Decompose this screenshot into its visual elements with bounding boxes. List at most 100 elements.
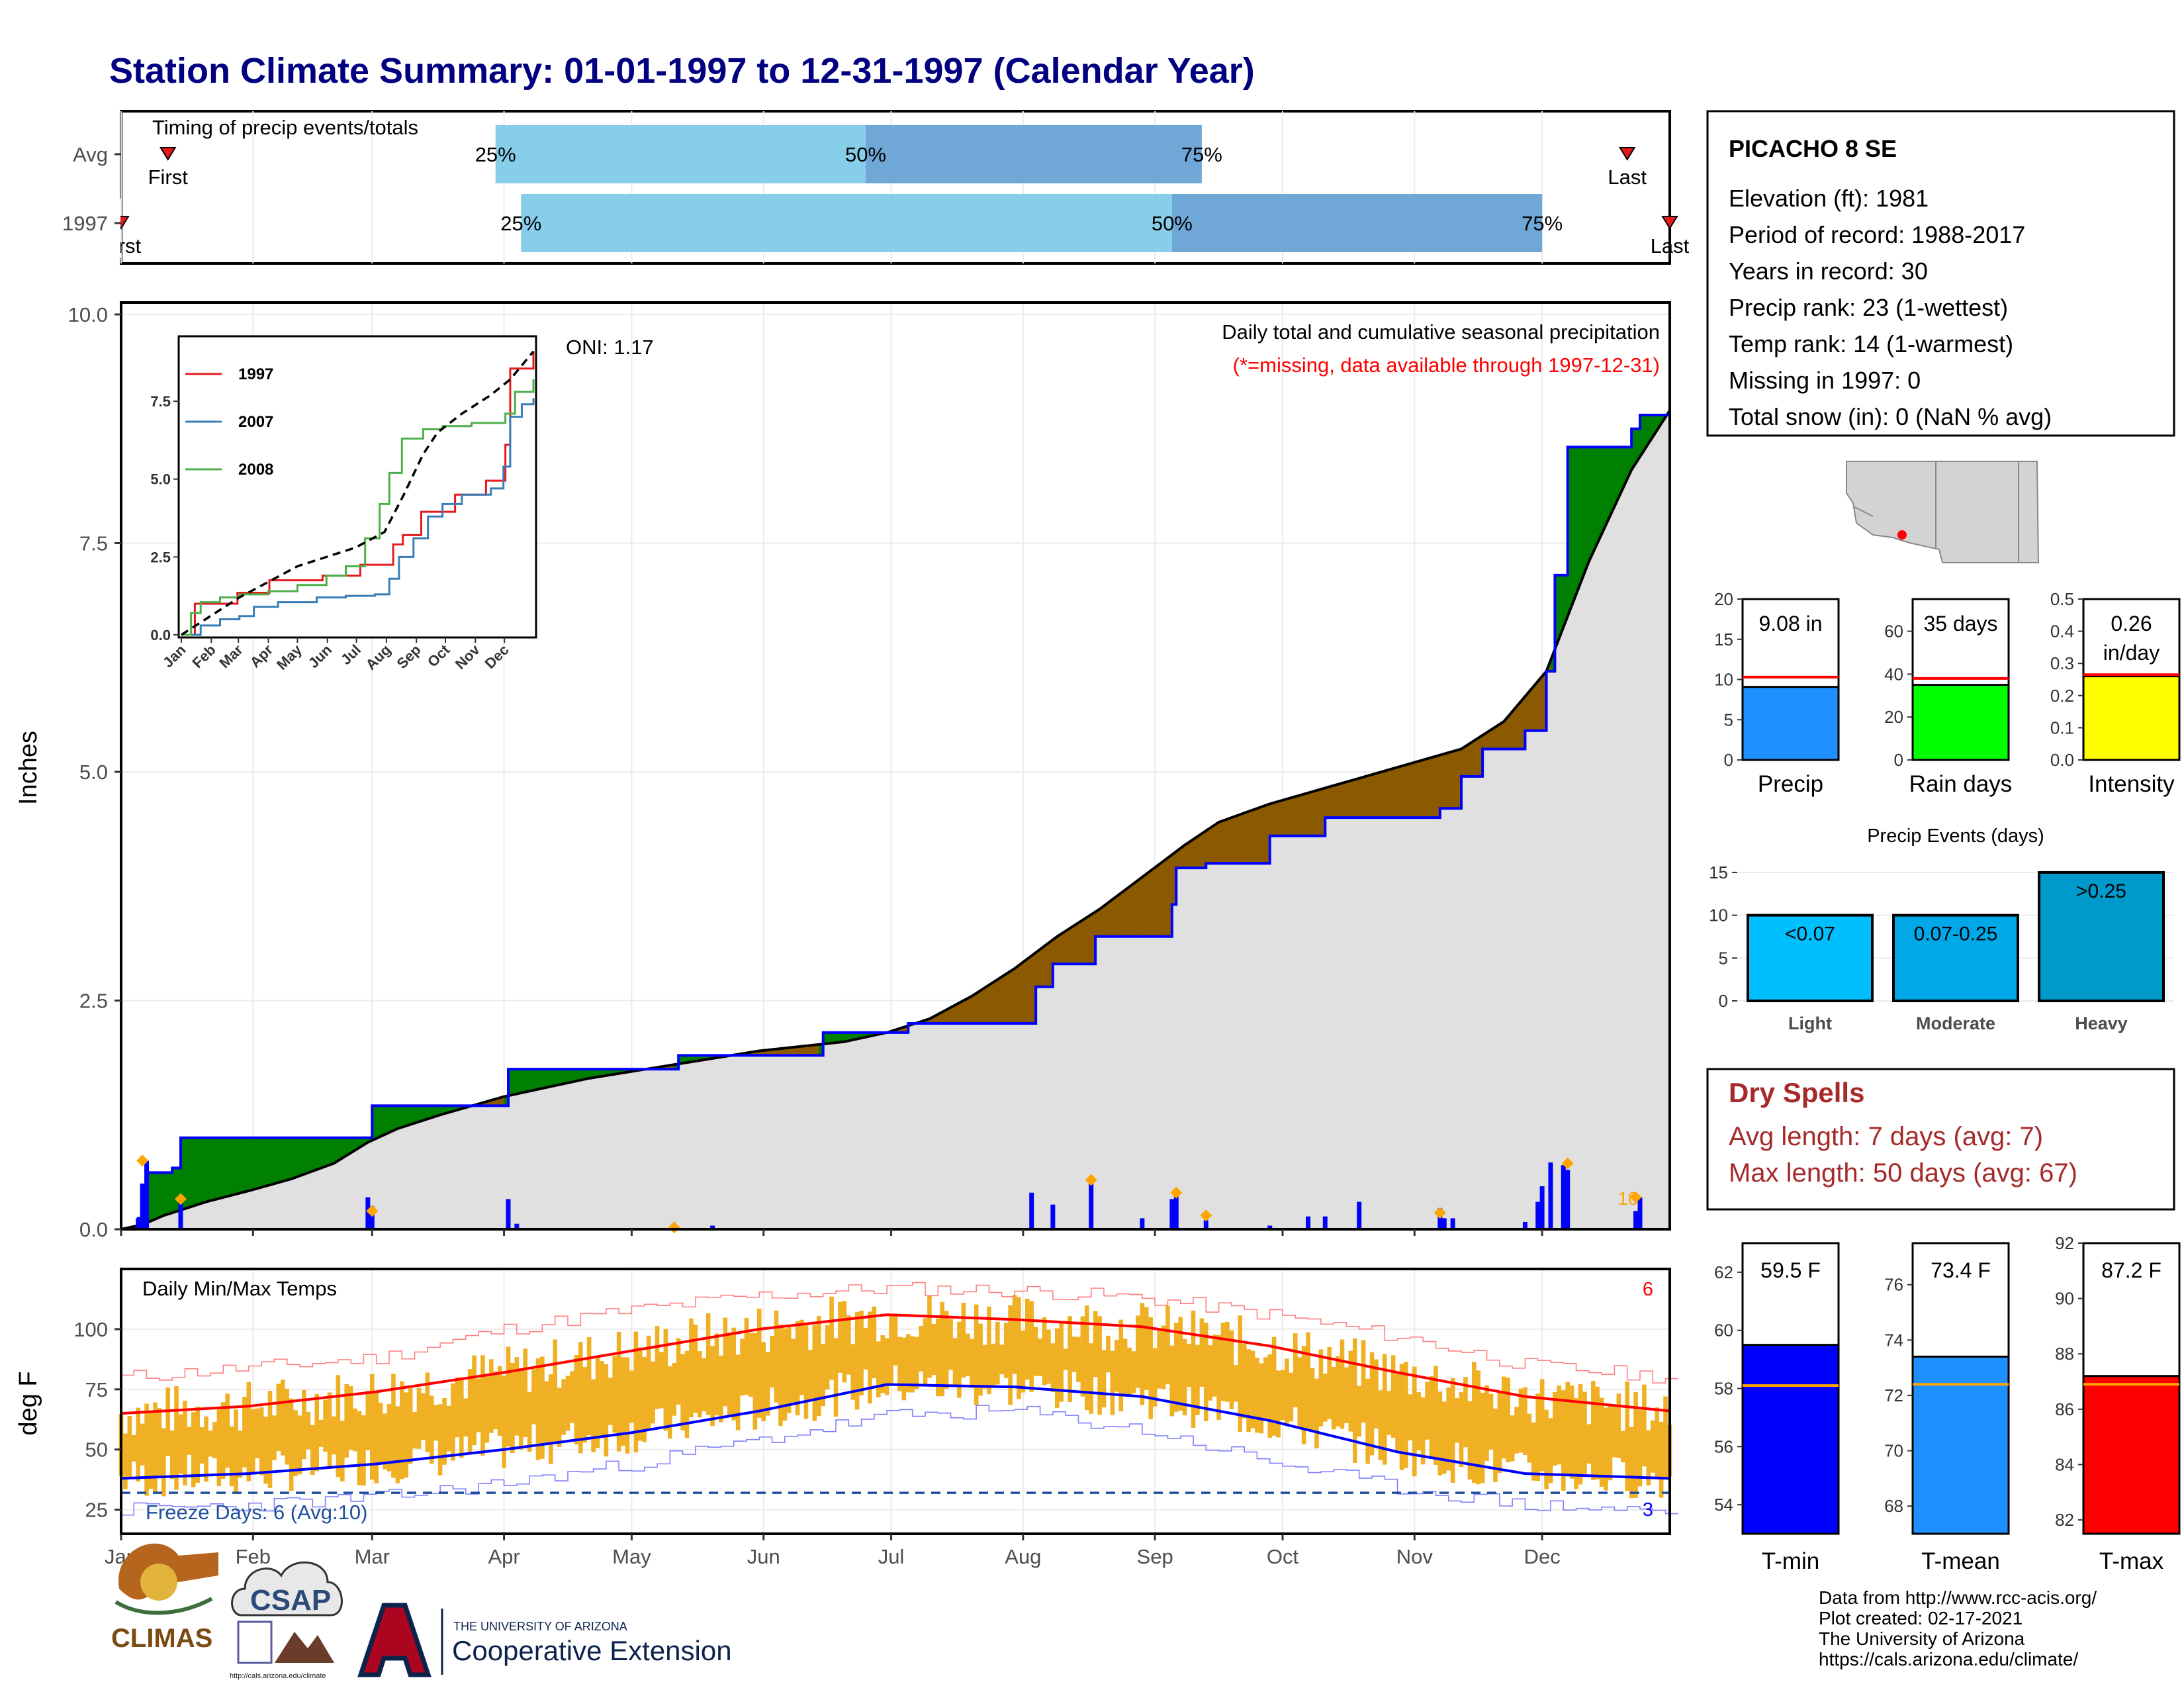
mini-precip-tick-label: 0.1 [2050,718,2074,737]
mini-precip-label: Intensity [2088,771,2175,797]
temp-daily-bar [710,1346,715,1427]
precip-diff-fill [537,1068,543,1090]
precip-diff-fill [201,1137,206,1204]
precip-daily-bar [1548,1162,1553,1229]
temp-daily-bar [1301,1346,1306,1444]
temp-daily-bar [803,1324,809,1419]
dry-spells-max: Max length: 50 days (avg: 67) [1729,1158,2077,1188]
precip-diff-fill [210,1137,215,1201]
precip-diff-fill [529,1068,534,1092]
temp-daily-bar [391,1374,396,1478]
inset-series-line [181,398,535,636]
precip-daily-bar [1522,1221,1527,1229]
temp-daily-bar [259,1407,264,1476]
mini-temp-chart: 68 70 72 74 76 73.4 F T-mean [1884,1242,2010,1574]
temp-daily-bar [378,1403,383,1464]
temp-daily-bar [293,1410,298,1477]
temp-daily-bar [318,1419,324,1447]
mini-precip-tick-label: 40 [1884,664,1903,684]
temp-daily-bar [1161,1325,1166,1389]
precip-diff-fill [1120,889,1126,937]
timing-marker [159,147,177,161]
temp-daily-bar [897,1336,902,1391]
temp-daily-bar [306,1411,311,1450]
temp-daily-bar [1068,1316,1072,1402]
temp-daily-bar [1071,1336,1077,1372]
temp-daily-bar [1203,1322,1208,1421]
precip-diff-fill [525,1068,530,1093]
precip-diff-fill [1329,785,1334,818]
mini-precip-chart: 0.0 0.1 0.2 0.3 0.4 0.5 0.26 in/day Intensity [2050,589,2181,797]
precip-diff-fill [967,996,973,1024]
temp-daily-bar [412,1412,417,1449]
precip-daily-bar [144,1160,150,1229]
precip-diff-fill [1040,945,1045,988]
precip-diff-fill [410,1105,415,1125]
precip-y-axis-title: Inches [15,731,42,805]
temp-daily-bar [1229,1330,1234,1409]
temp-daily-bar [1199,1318,1205,1387]
mini-temp-label: T-max [2099,1548,2164,1574]
precip-diff-fill [516,1068,522,1094]
precip-diff-fill [218,1137,224,1199]
temp-daily-bar [365,1390,371,1450]
precip-diff-fill [1061,930,1066,964]
mini-temp-tick-label: 70 [1884,1441,1903,1461]
precip-diff-fill [1406,763,1411,818]
csap-logo: CSAP http://cals.arizona.edu/climate [230,1561,343,1680]
temp-daily-bar [1276,1370,1281,1438]
precip-diff-fill [312,1137,318,1172]
temp-daily-bar [1565,1382,1570,1475]
temp-daily-bar [488,1359,494,1433]
timing-pct-label: 50% [1152,212,1193,235]
month-tick-label: Feb [236,1545,271,1568]
temp-daily-bar [178,1414,183,1474]
temp-daily-bar [1535,1393,1541,1481]
temp-daily-bar [1616,1393,1621,1458]
precip-diff-fill [1129,882,1134,937]
temp-daily-bar [1642,1384,1647,1467]
temp-daily-bar [974,1304,979,1405]
events-category-label: Moderate [1916,1013,1995,1033]
temp-daily-bar [399,1381,404,1479]
timing-left-mask [0,199,120,258]
precip-diff-fill [1282,798,1287,837]
precip-daily-bar [1029,1192,1034,1229]
temp-daily-bar [437,1404,443,1476]
temp-panel-frame [120,1268,1671,1535]
temp-daily-bar [859,1311,864,1396]
temp-daily-bar [1569,1385,1574,1479]
mini-precip-tick-label: 20 [1884,707,1903,727]
precip-daily-bar [1565,1170,1570,1229]
temp-daily-bar [1390,1355,1396,1438]
timing-pct-label: 50% [845,143,886,166]
precip-diff-fill [1026,955,1032,1024]
temp-daily-bar [842,1301,847,1383]
month-tick-label: Jul [878,1545,905,1568]
temp-daily-bar [833,1338,839,1417]
station-info-box: PICACHO 8 SE Elevation (ft): 1981 Period … [1706,110,2175,437]
precip-daily-bar [1140,1218,1145,1229]
precip-daily-bar [1637,1197,1643,1229]
temp-daily-bar [1285,1358,1289,1425]
mini-temp-value: 59.5 F [1760,1258,1821,1282]
temp-daily-bar [1637,1409,1643,1487]
temp-daily-bar [1255,1358,1259,1433]
temp-daily-bar [965,1333,970,1376]
temp-daily-bar [868,1311,872,1404]
temp-daily-bar [1408,1394,1413,1440]
temp-daily-bar [1242,1344,1247,1419]
temp-daily-bar [1208,1345,1213,1401]
precip-diff-fill [993,979,998,1024]
precip-description: Daily total and cumulative seasonal prec… [1222,320,1660,344]
temp-daily-bar [387,1404,392,1472]
temp-daily-bar [586,1337,592,1436]
precip-diff-fill [1448,751,1453,809]
precip-diff-fill [304,1137,309,1175]
precip-diff-fill [214,1137,220,1200]
precip-y-tick-label: 2.5 [79,990,108,1013]
temp-daily-bar [595,1357,600,1448]
temp-daily-bar [812,1325,817,1421]
temp-daily-bar [246,1382,251,1481]
